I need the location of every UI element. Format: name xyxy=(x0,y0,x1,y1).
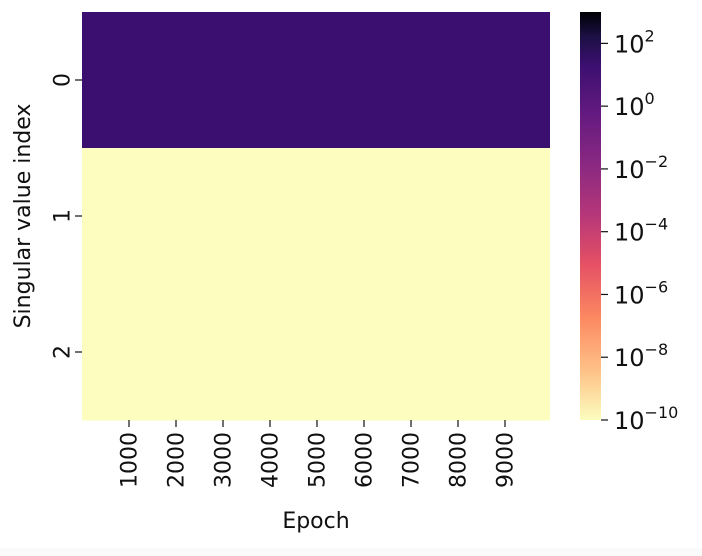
y-tick-label: 2 xyxy=(51,345,76,359)
colorbar-tick-label: 10−6 xyxy=(614,277,668,309)
x-axis-label: Epoch xyxy=(282,509,349,534)
y-tick-label: 1 xyxy=(51,209,76,223)
colorbar-tick-label: 10−4 xyxy=(614,215,668,247)
x-tick-label: 1000 xyxy=(118,432,143,488)
colorbar-tick-label: 102 xyxy=(614,26,655,58)
y-axis-ticks: 0 1 2 xyxy=(51,73,82,359)
x-tick-label: 9000 xyxy=(494,432,519,488)
x-tick-label: 6000 xyxy=(353,432,378,488)
y-tick-label: 0 xyxy=(51,73,76,87)
x-tick-label: 3000 xyxy=(212,432,237,488)
x-tick-label: 5000 xyxy=(306,432,331,488)
y-axis-label: Singular value index xyxy=(11,104,36,329)
heatmap-row-2 xyxy=(82,284,550,421)
colorbar-tick-label: 100 xyxy=(614,89,655,121)
x-tick-label: 7000 xyxy=(400,432,425,488)
x-axis-ticks: 1000 2000 3000 4000 5000 6000 7000 8000 9000 xyxy=(118,420,519,488)
colorbar-tick-label: 10−10 xyxy=(614,403,678,435)
colorbar-tick-label: 10−8 xyxy=(614,340,668,372)
heatmap-row-0 xyxy=(82,12,550,149)
colorbar-tick-label: 10−2 xyxy=(614,152,668,184)
colorbar xyxy=(580,12,601,420)
heatmap-cells xyxy=(82,12,550,421)
x-tick-label: 8000 xyxy=(447,432,472,488)
colorbar-ticks: 102 100 10−2 10−4 10−6 10−8 10−10 xyxy=(601,26,678,435)
x-tick-label: 2000 xyxy=(165,432,190,488)
x-tick-label: 4000 xyxy=(259,432,284,488)
heatmap-row-1 xyxy=(82,148,550,285)
